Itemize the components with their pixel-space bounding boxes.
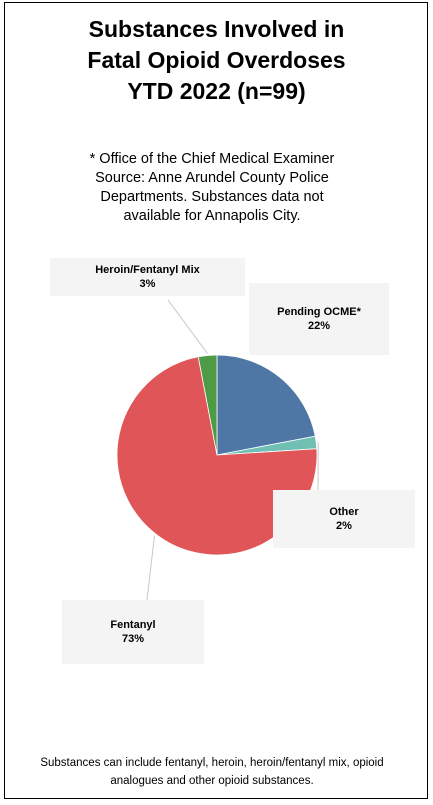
label-heroin-fentanyl-mix: Heroin/Fentanyl Mix 3% — [50, 258, 245, 296]
label-other-name: Other — [329, 506, 359, 518]
pie-slice-pending-ocme — [216, 354, 316, 456]
label-other-percent: 2% — [336, 520, 352, 532]
note-line-1: * Office of the Chief Medical Examiner — [89, 151, 335, 167]
label-pending-ocme: Pending OCME* 22% — [249, 283, 389, 355]
label-heroin-fentanyl-mix-name: Heroin/Fentanyl Mix — [95, 264, 200, 276]
title-line-1: Substances Involved in — [88, 16, 345, 42]
label-fentanyl-name: Fentanyl — [110, 619, 156, 631]
footer-line-2: analogues and other opioid substances. — [110, 775, 314, 787]
label-pending-ocme-name: Pending OCME* — [277, 306, 361, 318]
note-line-3: Departments. Substances data not — [100, 189, 324, 205]
note-line-2: Source: Anne Arundel County Police — [95, 170, 329, 186]
title-line-2: Fatal Opioid Overdoses — [87, 47, 346, 73]
footer-line-1: Substances can include fentanyl, heroin,… — [40, 757, 384, 769]
label-other: Other 2% — [273, 490, 415, 548]
label-fentanyl-percent: 73% — [121, 633, 145, 645]
leader-line-heroin-fentanyl-mix — [167, 299, 208, 354]
label-heroin-fentanyl-mix-percent: 3% — [139, 278, 156, 290]
footer-note: Substances can include fentanyl, heroin,… — [8, 754, 416, 790]
pie-slice-heroin-fentanyl-mix — [197, 354, 218, 456]
chart-title: Substances Involved in Fatal Opioid Over… — [0, 14, 433, 107]
leader-line-fentanyl — [146, 535, 155, 601]
source-note: * Office of the Chief Medical Examiner S… — [40, 150, 384, 226]
label-fentanyl: Fentanyl 73% — [62, 600, 204, 664]
label-pending-ocme-percent: 22% — [307, 320, 331, 332]
title-line-3: YTD 2022 (n=99) — [127, 78, 306, 104]
note-line-4: available for Annapolis City. — [123, 208, 301, 224]
